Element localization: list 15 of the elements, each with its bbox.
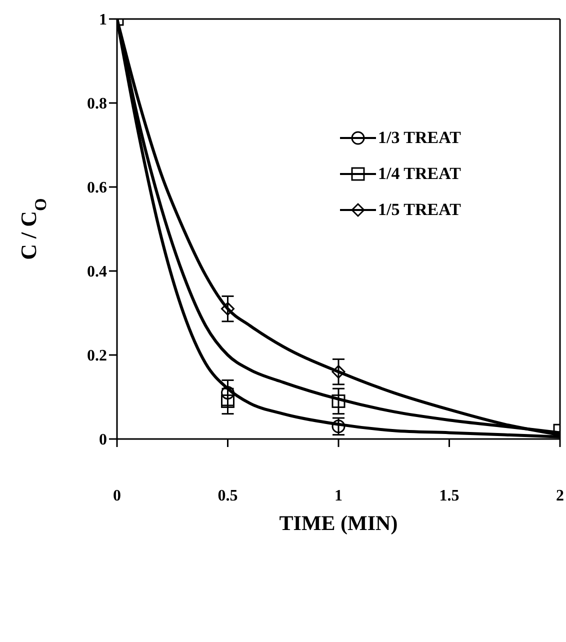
x-tick-label: 0.5 <box>218 487 238 504</box>
x-axis-title: TIME (MIN) <box>279 511 398 535</box>
legend-label: 1/3 TREAT <box>378 128 461 148</box>
y-tick-label: 0.2 <box>87 348 107 365</box>
y-tick-label: 0 <box>99 432 107 449</box>
y-tick-label: 1 <box>99 12 107 29</box>
x-tick-label: 2 <box>556 487 564 504</box>
x-tick-label: 1.5 <box>439 487 460 504</box>
x-tick-label: 0 <box>113 487 121 504</box>
y-tick-label: 0.6 <box>87 180 107 197</box>
y-tick-label: 0.4 <box>87 264 107 281</box>
legend-label: 1/5 TREAT <box>378 200 461 220</box>
y-tick-label: 0.8 <box>87 96 107 113</box>
x-tick-label: 1 <box>334 487 342 504</box>
legend-label: 1/4 TREAT <box>378 164 461 184</box>
